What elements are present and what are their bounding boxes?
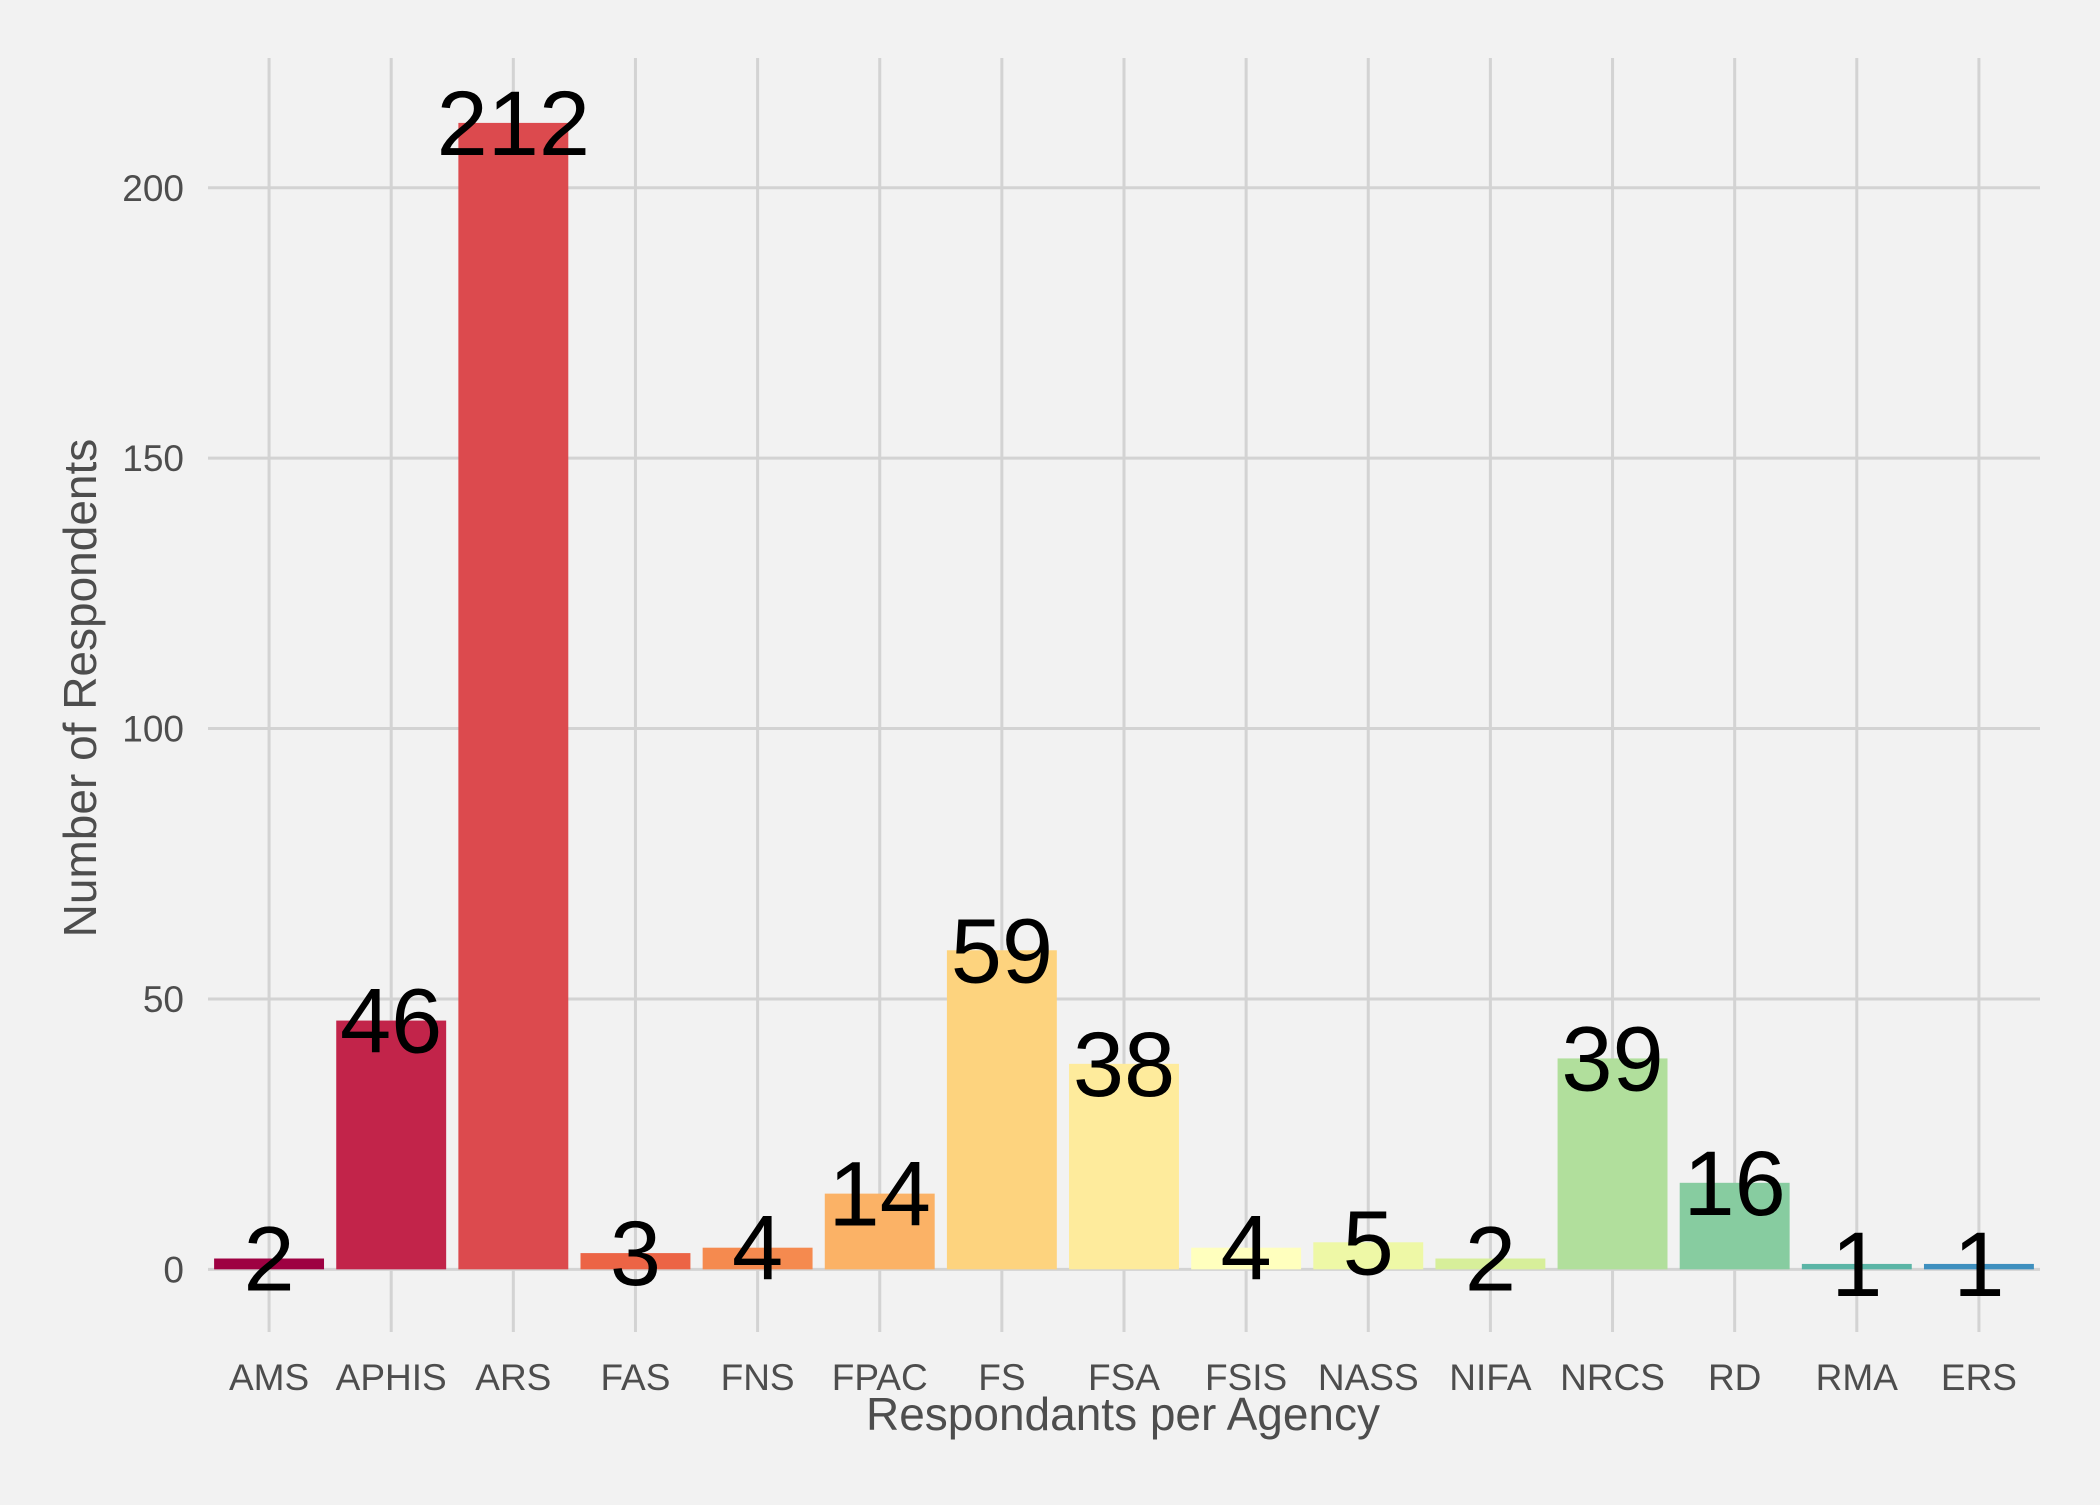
bar-nifa <box>1435 1258 1546 1270</box>
x-axis-title: Respondants per Agency <box>866 1388 1380 1440</box>
bar-ers <box>1923 1263 2034 1270</box>
data-label-ams: 2 <box>243 1209 294 1311</box>
y-tick-label: 50 <box>143 979 184 1020</box>
x-tick-label-fs: FS <box>978 1357 1025 1398</box>
data-label-fas: 3 <box>610 1203 661 1305</box>
data-label-fns: 4 <box>732 1198 783 1300</box>
x-tick-label-aphis: APHIS <box>336 1357 447 1398</box>
bar-fsa <box>1069 1063 1179 1270</box>
bar-aphis <box>336 1020 447 1270</box>
data-label-fsis: 4 <box>1221 1198 1272 1300</box>
data-label-nifa: 2 <box>1465 1209 1516 1311</box>
x-tick-label-ars: ARS <box>475 1357 551 1398</box>
data-label-aphis: 46 <box>340 971 442 1073</box>
bar-fsis <box>1191 1247 1302 1270</box>
bar-ars <box>458 122 569 1270</box>
y-tick-label: 0 <box>163 1249 184 1290</box>
bar-nass <box>1313 1242 1424 1270</box>
x-tick-label-fsa: FSA <box>1088 1357 1160 1398</box>
data-label-ers: 1 <box>1953 1214 2004 1316</box>
data-label-fpac: 14 <box>829 1144 931 1246</box>
bar-rma <box>1801 1263 1912 1270</box>
data-label-rd: 16 <box>1683 1133 1785 1235</box>
y-tick-label: 150 <box>122 438 184 479</box>
x-tick-label-ers: ERS <box>1941 1357 2017 1398</box>
x-tick-label-ams: AMS <box>229 1357 309 1398</box>
data-label-rma: 1 <box>1831 1214 1882 1316</box>
data-label-nass: 5 <box>1343 1192 1394 1294</box>
x-tick-label-fns: FNS <box>721 1357 795 1398</box>
bar-fs <box>946 950 1057 1270</box>
x-tick-label-rma: RMA <box>1816 1357 1899 1398</box>
data-label-ars: 212 <box>437 73 591 175</box>
bar-nrcs <box>1557 1058 1668 1270</box>
y-axis-title: Number of Respondents <box>54 439 106 938</box>
x-tick-label-rd: RD <box>1708 1357 1761 1398</box>
bar-ams <box>214 1258 325 1270</box>
x-tick-label-nifa: NIFA <box>1449 1357 1532 1398</box>
data-label-fs: 59 <box>951 900 1053 1002</box>
y-tick-label: 100 <box>122 709 184 750</box>
y-tick-label: 200 <box>122 168 184 209</box>
data-label-nrcs: 39 <box>1561 1008 1663 1110</box>
bar-fns <box>702 1247 813 1270</box>
bar-rd <box>1679 1182 1790 1270</box>
x-tick-label-nass: NASS <box>1318 1357 1419 1398</box>
x-tick-label-fas: FAS <box>601 1357 671 1398</box>
x-tick-label-fsis: FSIS <box>1205 1357 1287 1398</box>
data-label-fsa: 38 <box>1073 1014 1175 1116</box>
x-tick-label-fpac: FPAC <box>832 1357 928 1398</box>
x-tick-label-nrcs: NRCS <box>1560 1357 1665 1398</box>
bar-fas <box>580 1253 691 1270</box>
bar-fpac <box>824 1193 935 1270</box>
